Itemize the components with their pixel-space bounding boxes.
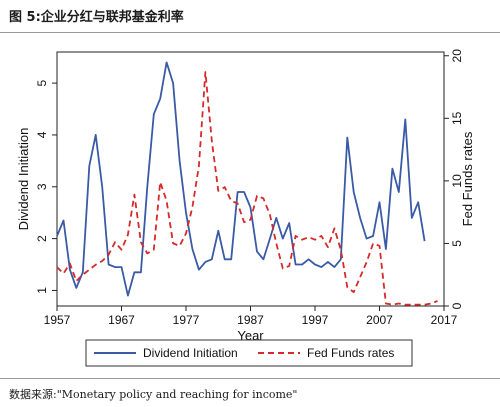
y-right-tick-label: 15	[450, 111, 464, 125]
x-axis-title: Year	[237, 328, 264, 343]
x-tick-label: 1977	[173, 313, 200, 327]
y-left-tick-label: 1	[35, 287, 49, 294]
chart-area: 1957 1967 1977 1987 1997 2007 2017 1 2 3 4 5 0 5 10 15 2…	[0, 34, 500, 376]
y-right-axis-title: Fed Funds rates	[460, 131, 475, 226]
y-left-axis-title: Dividend Initiation	[16, 128, 31, 231]
legend-box	[85, 339, 413, 367]
data-source: 数据来源:"Monetary policy and reaching for i…	[9, 388, 298, 401]
y-left-tick-label: 3	[35, 183, 49, 190]
x-tick-label: 2017	[431, 313, 458, 327]
x-tick-label: 2007	[366, 313, 393, 327]
y-left-tick-label: 4	[35, 131, 49, 138]
y-right-tick-label: 20	[450, 49, 464, 63]
x-tick-label: 1997	[302, 313, 329, 327]
legend-label-dividend-initiation: Dividend Initiation	[143, 346, 238, 360]
chart-svg: 1957 1967 1977 1987 1997 2007 2017 1 2 3 4 5 0 5 10 15 2…	[16, 49, 475, 367]
legend-label-fed-funds-rates: Fed Funds rates	[307, 346, 394, 360]
x-tick-label: 1957	[44, 313, 71, 327]
figure-title: 图 5:企业分红与联邦基金利率	[9, 10, 184, 25]
series-line-dividend-initiation	[56, 61, 426, 297]
figure-header: 图 5:企业分红与联邦基金利率	[0, 0, 500, 33]
y-right-tick-label: 0	[450, 302, 464, 309]
y-right-tick-label: 5	[450, 240, 464, 247]
series-line-fed-funds-rates	[56, 71, 438, 306]
y-left-tick-label: 2	[35, 235, 49, 242]
y-left-tick-label: 5	[35, 79, 49, 86]
y-right-tick-label: 10	[450, 174, 464, 188]
x-tick-label: 1987	[237, 313, 264, 327]
figure-footer: 数据来源:"Monetary policy and reaching for i…	[0, 378, 500, 407]
x-tick-label: 1967	[108, 313, 135, 327]
